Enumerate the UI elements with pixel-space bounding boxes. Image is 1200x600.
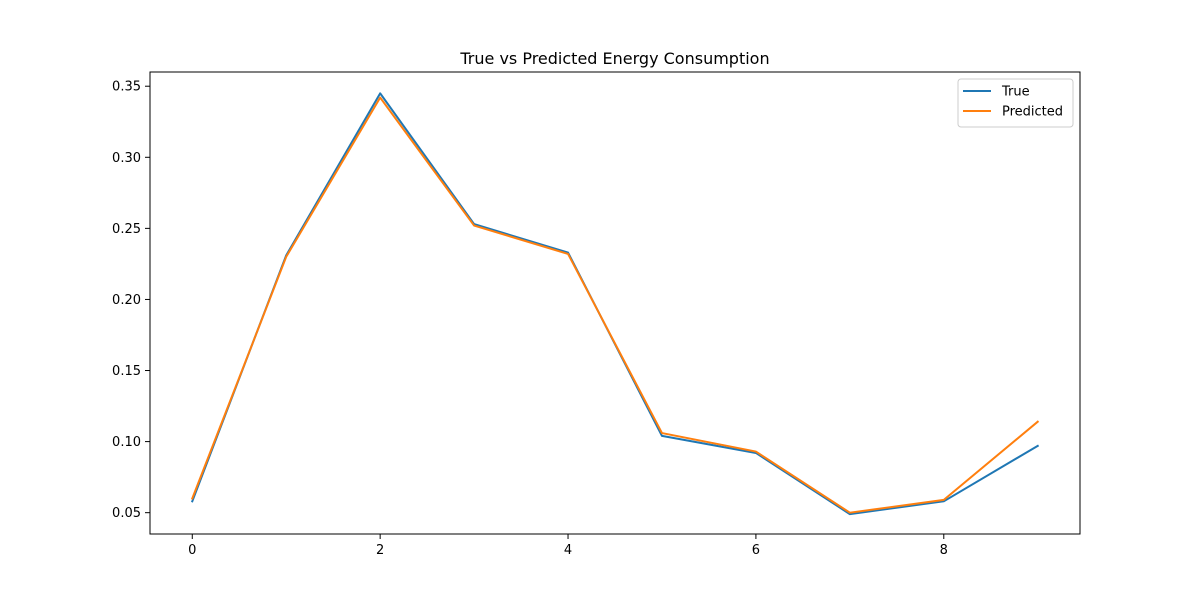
chart-title: True vs Predicted Energy Consumption [459, 49, 769, 68]
y-tick-label: 0.20 [112, 293, 141, 308]
x-tick-label: 4 [564, 543, 572, 558]
series-line-predicted [190, 96, 1040, 514]
y-axis: 0.05 0.10 0.15 0.20 0.25 0.30 0.35 [112, 80, 150, 521]
y-tick-label: 0.10 [112, 435, 141, 450]
y-tick-label: 0.30 [112, 151, 141, 166]
x-tick-label: 0 [188, 543, 196, 558]
x-axis: 0 2 4 6 8 [188, 534, 948, 558]
x-tick-label: 2 [376, 543, 384, 558]
y-tick-label: 0.25 [112, 222, 141, 237]
legend-label-predicted: Predicted [1002, 105, 1063, 120]
y-tick-label: 0.05 [112, 506, 141, 521]
y-tick-label: 0.35 [112, 80, 141, 95]
y-tick-label: 0.15 [112, 364, 141, 379]
series-layer [190, 92, 1040, 516]
legend-label-true: True [1001, 85, 1030, 100]
x-tick-label: 8 [940, 543, 948, 558]
x-tick-label: 6 [752, 543, 760, 558]
plot-frame [149, 71, 1081, 535]
legend: True Predicted [957, 78, 1074, 128]
